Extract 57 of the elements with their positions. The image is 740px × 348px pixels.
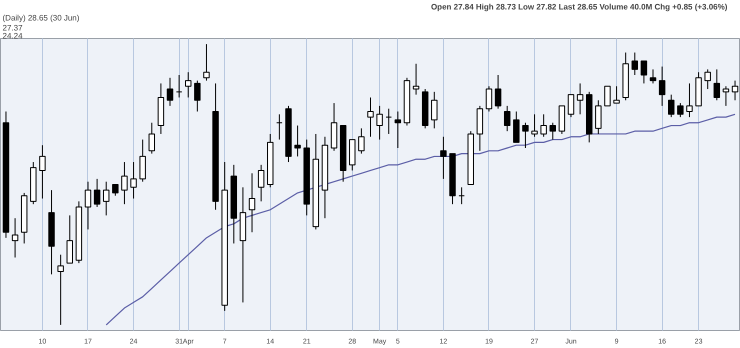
candlestick [148, 122, 156, 154]
candlestick [412, 63, 420, 96]
candlestick [677, 102, 684, 118]
candlestick [194, 80, 201, 112]
candlestick [121, 162, 128, 205]
candlestick [640, 60, 648, 84]
candlestick [203, 44, 210, 82]
candlestick [576, 82, 584, 115]
candlestick [686, 82, 693, 118]
candlestick [486, 86, 492, 112]
candlestick [139, 139, 146, 182]
text: Open 27.84 High 28.73 Low 27.82 Last 28.65 Volume 40.0M Chg +0.85 (+3.06%) [430, 2, 728, 12]
candlestick [294, 125, 301, 157]
candlestick [668, 94, 674, 118]
candlestick [394, 111, 402, 148]
candlestick [185, 72, 192, 98]
candlestick [258, 164, 264, 202]
text: (Daily) 28.65 (30 Jun) [2, 14, 80, 22]
candlestick [367, 96, 374, 138]
candlestick [385, 108, 392, 134]
candlestick [358, 128, 365, 154]
candlestick [540, 114, 547, 138]
candlestick [504, 105, 510, 132]
text: 27.37 [2, 24, 24, 32]
candlestick [613, 86, 620, 104]
candlestick [166, 77, 174, 106]
candlestick [39, 144, 46, 200]
candlestick [658, 66, 666, 106]
candlestick [568, 94, 574, 118]
candlestick [276, 114, 283, 140]
candlestick [550, 122, 556, 140]
candlestick [494, 74, 502, 110]
candlestick [458, 186, 465, 205]
candlestick [732, 80, 738, 101]
candlestick [176, 74, 182, 98]
candlestick [604, 86, 611, 106]
candlestick [440, 136, 447, 180]
candlestick [12, 218, 18, 258]
candlestick [595, 100, 602, 134]
candlestick [704, 68, 711, 90]
text: 24.24 [2, 32, 24, 40]
candlestick [376, 105, 383, 140]
candlestick [714, 68, 720, 101]
candlestick [522, 122, 529, 148]
candlestick [84, 181, 92, 230]
candlestick [94, 178, 100, 208]
candlestick [531, 114, 538, 138]
candlestick [57, 254, 64, 326]
candlestick [112, 184, 119, 196]
candlestick [102, 181, 110, 216]
candlestick [130, 162, 137, 200]
candlestick [632, 52, 638, 76]
candlestick [722, 86, 730, 106]
candlestick [513, 111, 520, 143]
candlestick [248, 172, 256, 233]
candlestick [431, 91, 438, 129]
candlestick [66, 214, 73, 264]
